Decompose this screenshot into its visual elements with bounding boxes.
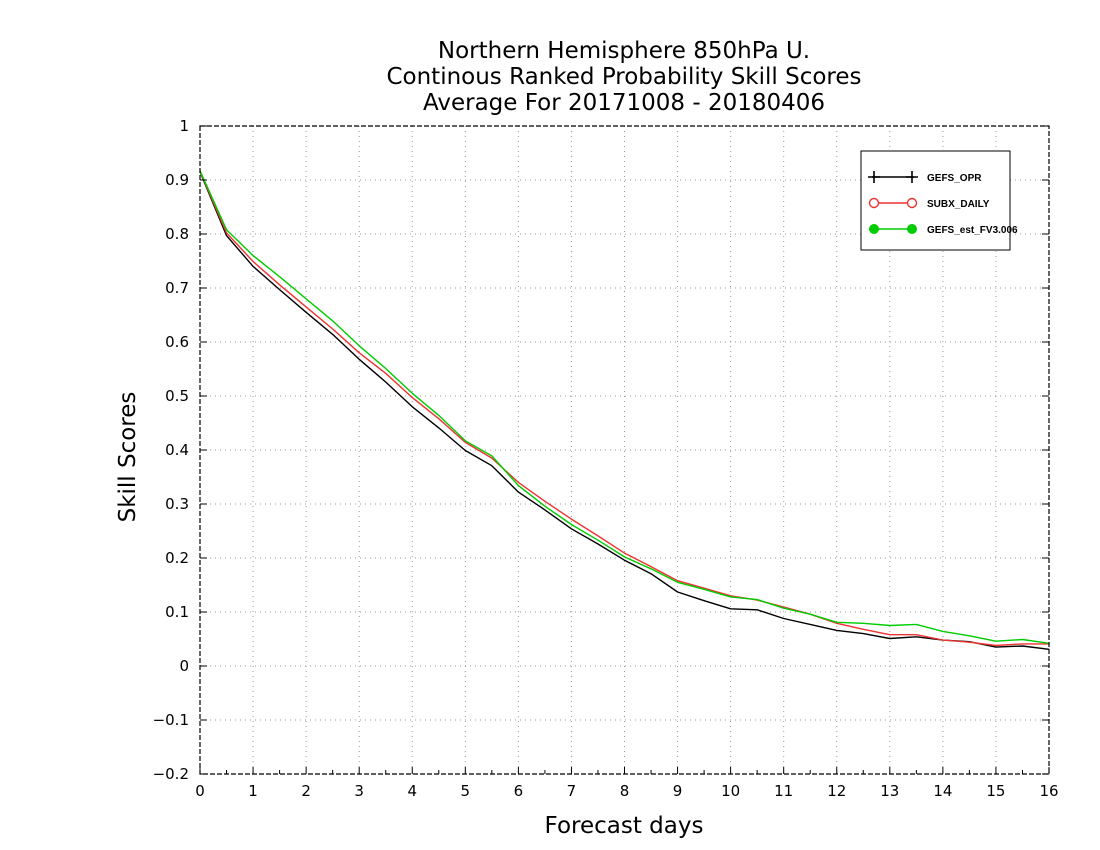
x-tick-label: 1 xyxy=(248,782,258,800)
y-tick-label: 0.9 xyxy=(165,171,189,189)
legend-marker-open-circle xyxy=(906,197,918,209)
x-tick-label: 13 xyxy=(880,782,899,800)
y-tick-label: 0.7 xyxy=(165,279,189,297)
x-tick-label: 14 xyxy=(933,782,952,800)
x-tick-label: 16 xyxy=(1039,782,1058,800)
x-tick-label: 6 xyxy=(514,782,524,800)
legend: GEFS_OPR SUBX_DAILY GEFS_est_FV3.006 xyxy=(860,150,1018,251)
x-tick-label: 8 xyxy=(620,782,630,800)
x-tick-label: 15 xyxy=(986,782,1005,800)
y-tick-label: 0.6 xyxy=(165,333,189,351)
x-tick-label: 3 xyxy=(354,782,364,800)
x-tick-label: 10 xyxy=(721,782,740,800)
y-tick-label: 0.1 xyxy=(165,603,189,621)
legend-label-2: GEFS_est_FV3.006 xyxy=(927,225,1018,236)
title-line-2: Continous Ranked Probability Skill Score… xyxy=(386,64,861,90)
legend-label-0: GEFS_OPR xyxy=(927,173,982,184)
legend-marker-open-circle xyxy=(868,197,880,209)
series-layer xyxy=(199,170,1050,650)
x-tick-label: 0 xyxy=(195,782,205,800)
grid xyxy=(200,126,1049,774)
y-tick-label: 0.5 xyxy=(165,387,189,405)
y-tick-label: 0.2 xyxy=(165,549,189,567)
x-axis-label: Forecast days xyxy=(545,813,704,839)
y-tick-label: 0.3 xyxy=(165,495,189,513)
x-tick-label: 12 xyxy=(827,782,846,800)
y-tick-label: −0.2 xyxy=(153,765,189,783)
series-line-2 xyxy=(199,170,1050,644)
title-line-3: Average For 20171008 - 20180406 xyxy=(423,90,825,116)
chart-title: Northern Hemisphere 850hPa U. Continous … xyxy=(386,38,861,116)
y-tick-label: 1 xyxy=(179,117,189,135)
legend-marker-plus xyxy=(906,171,918,183)
x-tick-label: 4 xyxy=(407,782,417,800)
series-line-1 xyxy=(199,171,1049,647)
y-axis-label: Skill Scores xyxy=(115,392,141,523)
ticks: 0 1 2 3 4 5 6 7 8 9 10 11 12 13 14 15 16−0.2−0.100.10.20… xyxy=(153,117,1059,800)
legend-box xyxy=(860,150,1011,251)
x-tick-label: 5 xyxy=(461,782,471,800)
x-tick-label: 7 xyxy=(567,782,577,800)
legend-label-1: SUBX_DAILY xyxy=(927,199,990,210)
y-tick-label: −0.1 xyxy=(153,711,189,729)
legend-marker-plus xyxy=(868,171,880,183)
y-tick-label: 0.4 xyxy=(165,441,189,459)
title-line-1: Northern Hemisphere 850hPa U. xyxy=(438,38,810,64)
x-tick-label: 2 xyxy=(301,782,311,800)
y-tick-label: 0 xyxy=(179,657,189,675)
legend-marker-filled-circle xyxy=(907,224,917,234)
x-tick-label: 9 xyxy=(673,782,683,800)
x-tick-label: 11 xyxy=(774,782,793,800)
legend-marker-filled-circle xyxy=(869,224,879,234)
series-line-0 xyxy=(199,171,1050,650)
y-tick-label: 0.8 xyxy=(165,225,189,243)
